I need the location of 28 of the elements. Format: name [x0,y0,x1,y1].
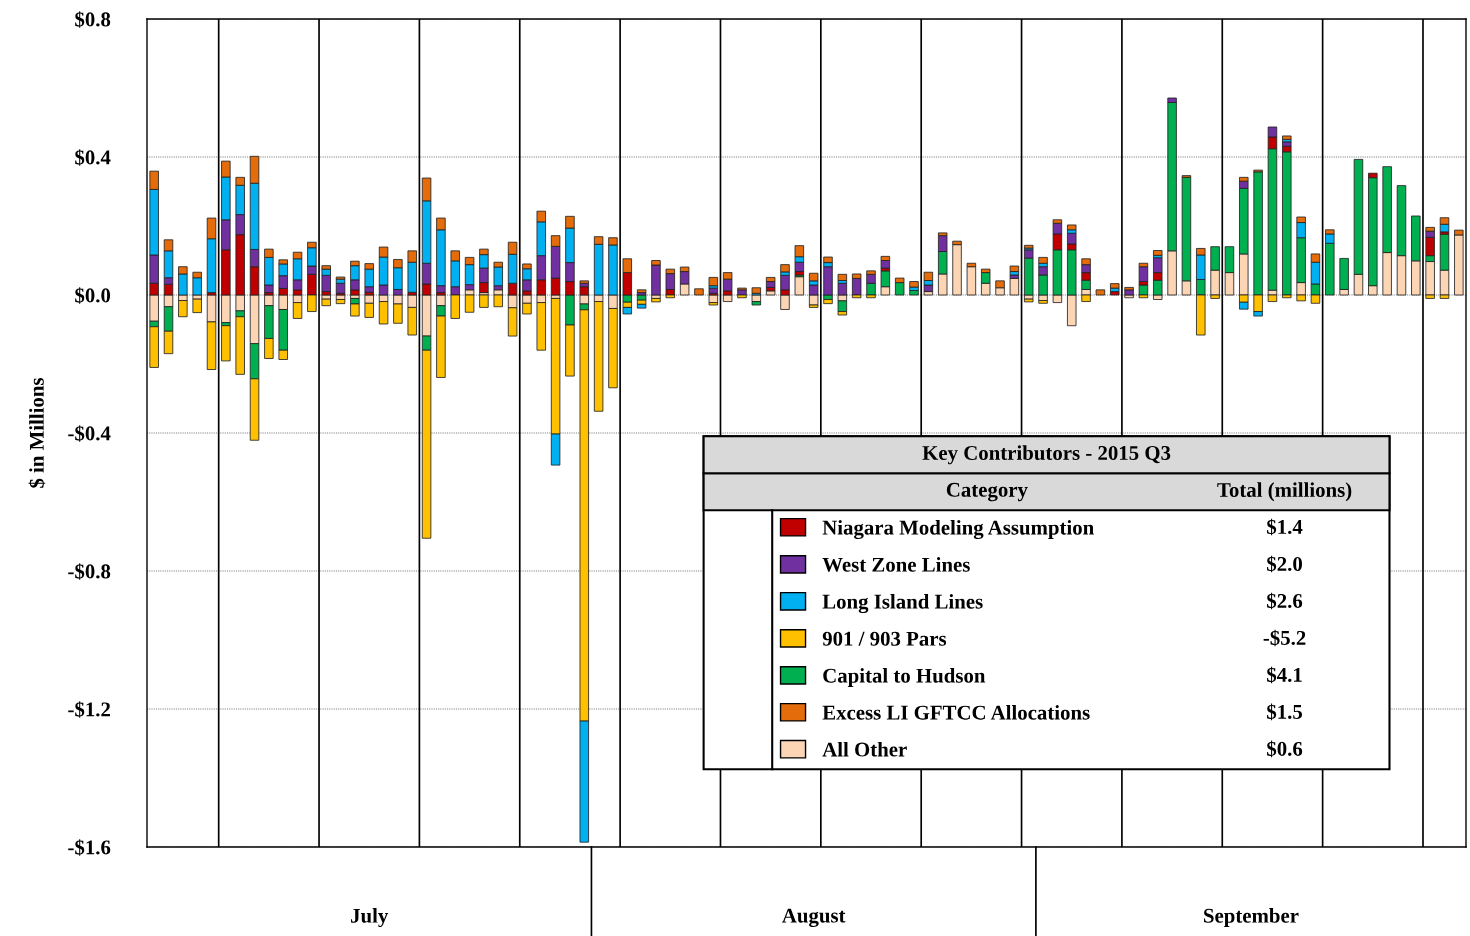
legend-label: 901 / 903 Pars [822,631,947,646]
y-axis-title: $ in Millions [28,377,46,488]
annotation: $1.4 [1267,518,1303,536]
annotation: -$5.2 [1263,629,1306,647]
legend-title: Key Contributors - 2015 Q3 [922,445,1171,465]
y-tick-label: -$0.8 [68,563,111,580]
legend-label: Capital to Hudson [823,668,986,687]
annotation: Category [946,482,1028,502]
x-tick-label: August [782,908,846,927]
y-tick-label: -$1.2 [68,701,110,718]
annotation: $2.0 [1267,555,1302,573]
annotation: Total (millions) [1217,482,1352,502]
y-tick-label: $0.0 [75,287,111,304]
y-tick-label: $0.8 [75,11,111,28]
annotation: $2.6 [1267,592,1303,610]
legend-label: All Other [822,741,907,757]
y-tick-label: $0.4 [75,149,111,166]
annotation: $1.5 [1267,703,1303,721]
y-tick-label: -$1.6 [68,839,111,856]
annotation: $0.6 [1267,740,1303,758]
annotation: $4.1 [1267,666,1302,684]
legend-label: West Zone Lines [822,557,970,572]
legend-label: Long Island Lines [822,594,983,614]
x-tick-label: July [351,908,389,928]
legend-label: Niagara Modeling Assumption [822,519,1094,540]
y-tick-label: -$0.4 [68,425,111,442]
legend-label: Excess LI GFTCC Allocations [822,705,1090,720]
x-tick-label: September [1204,908,1299,927]
